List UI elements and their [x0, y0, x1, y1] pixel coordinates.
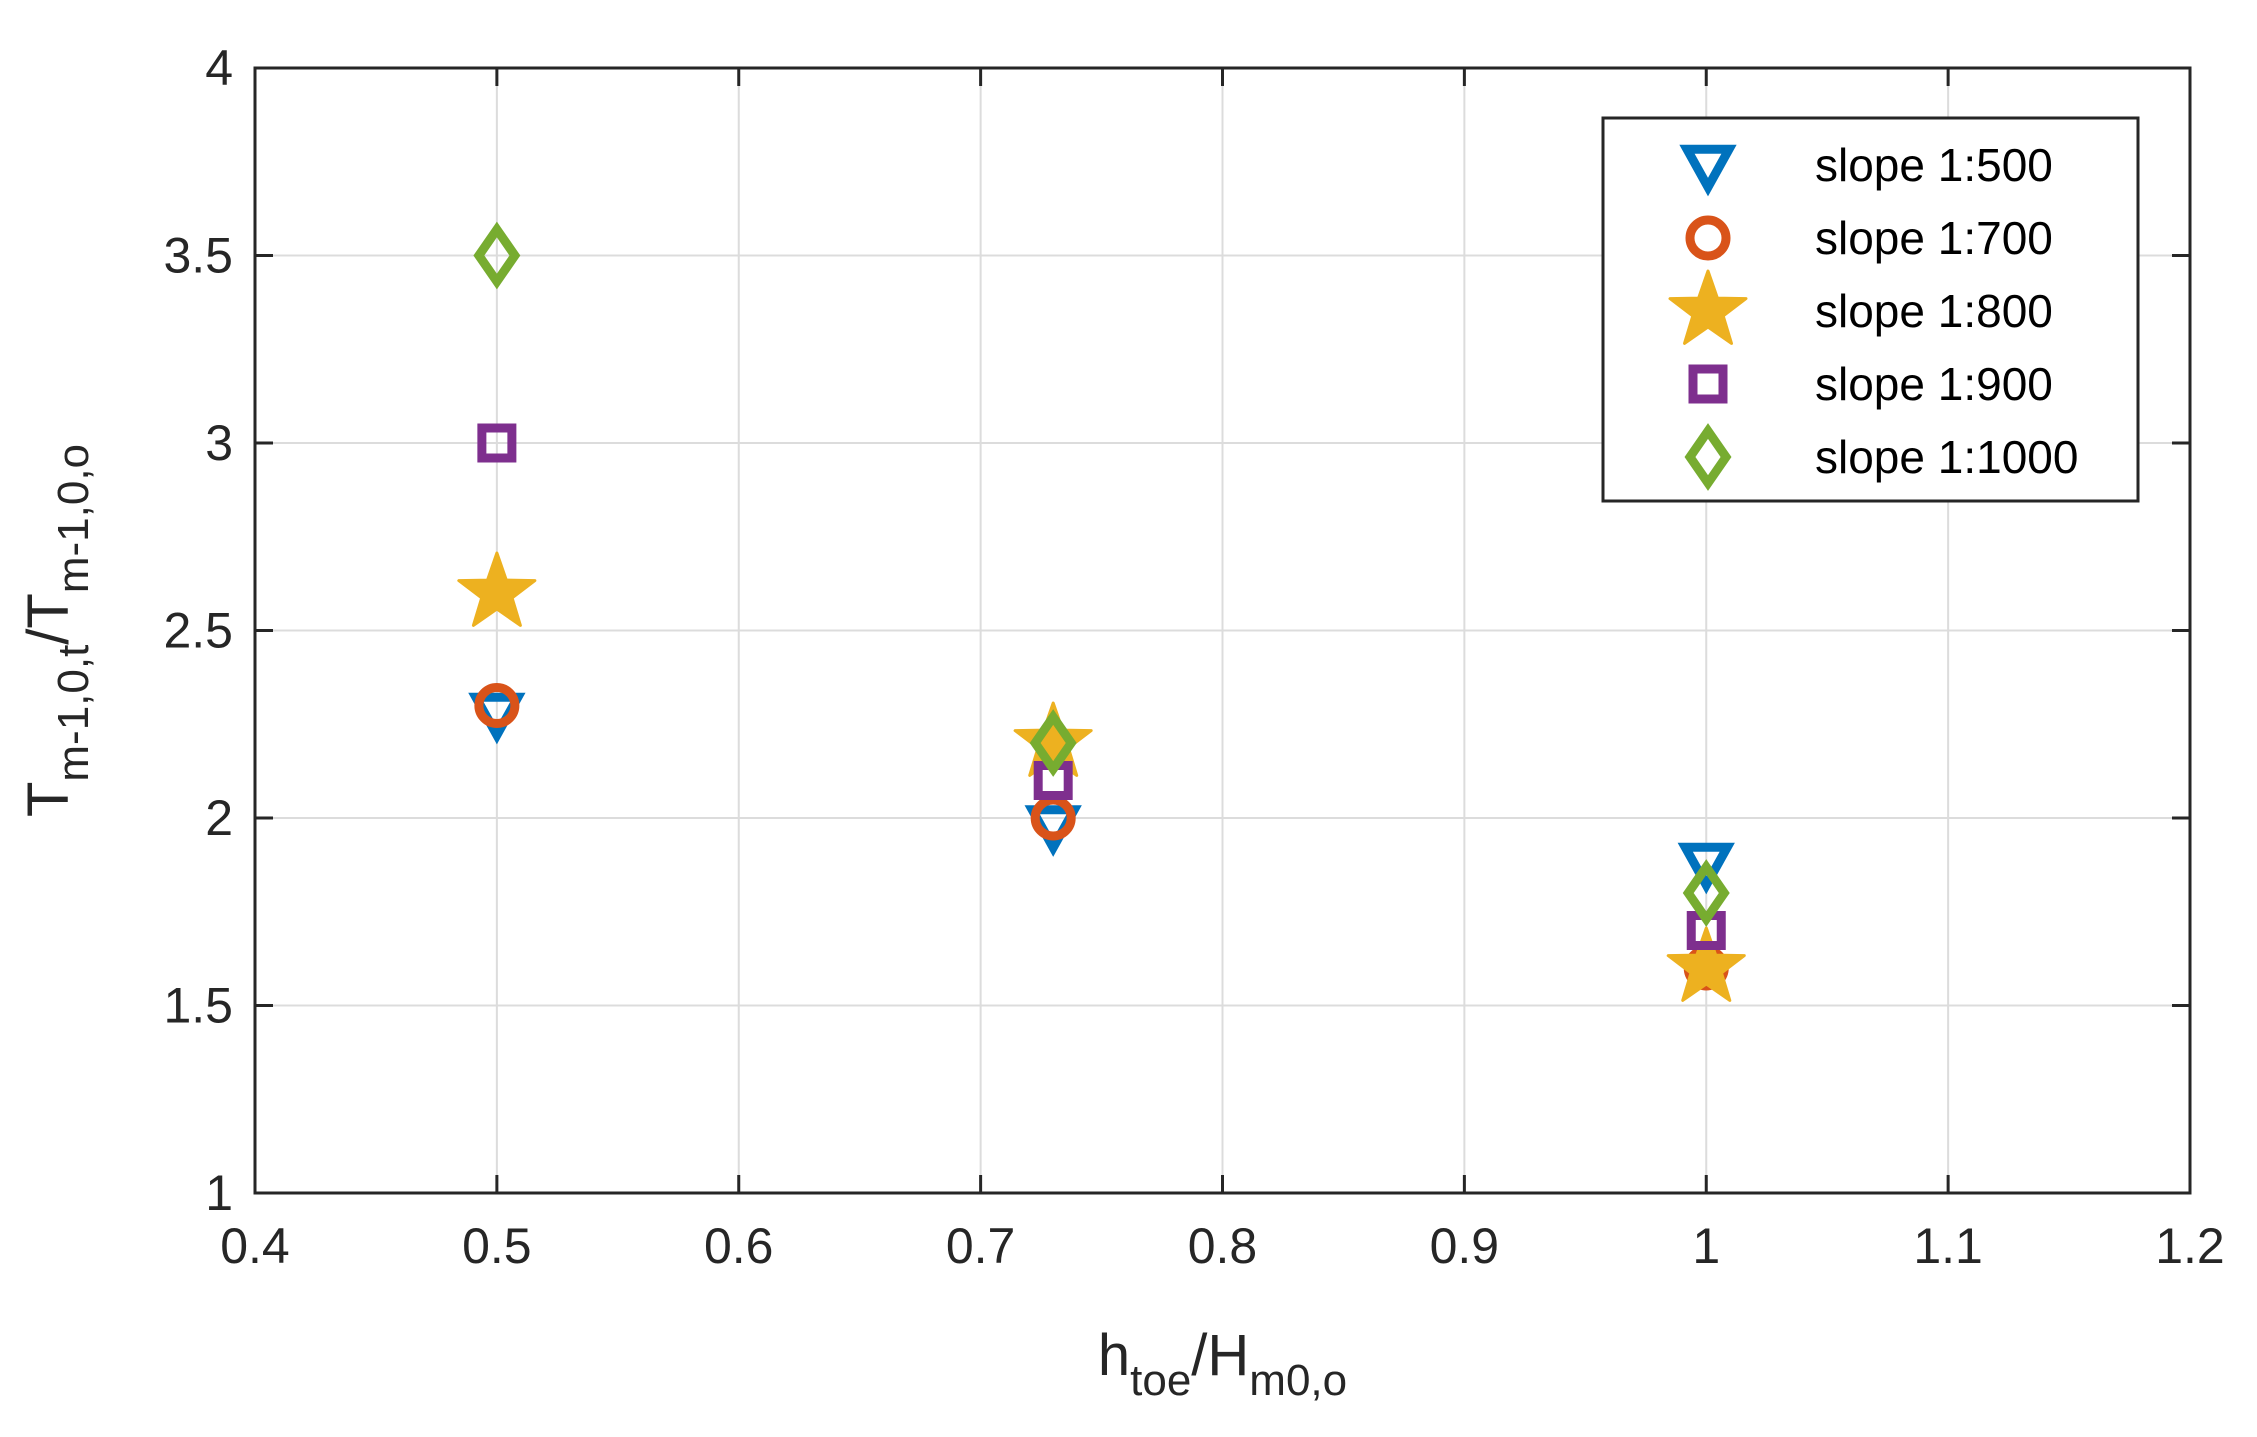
legend-markers: [1668, 144, 1748, 491]
point-slope-1-1000-1: [473, 221, 521, 290]
point-slope-1-700-1: [474, 683, 520, 728]
y-tick-label-2-5: 2.5: [163, 603, 233, 659]
point-slope-1-900-1: [477, 423, 517, 463]
legend: slope 1:500 slope 1:700 slope 1:800 slop…: [1601, 116, 2140, 503]
y-axis-label-main2: /T: [16, 593, 81, 645]
series-slope-1-1000: [473, 221, 1730, 927]
x-tick-label-0-5: 0.5: [462, 1218, 532, 1274]
legend-marker-slope-1-500: [1679, 144, 1737, 197]
legend-marker-slope-1-700: [1685, 215, 1731, 261]
legend-marker-slope-1-800: [1668, 269, 1748, 345]
y-axis-label-main: T: [16, 782, 81, 817]
y-tick-label-1-5: 1.5: [163, 978, 233, 1034]
y-tick-label-1: 1: [205, 1165, 233, 1221]
x-axis-label-main2: /H: [1191, 1323, 1249, 1388]
legend-entry-slope-500: slope 1:500: [1815, 139, 2053, 191]
series-slope-1-800: [457, 551, 1746, 1002]
point-slope-1-800-3: [1666, 926, 1746, 1002]
x-tick-labels: 0.4 0.5 0.6 0.7 0.8 0.9 1 1.1 1.2: [220, 1218, 2225, 1274]
x-tick-label-0-9: 0.9: [1430, 1218, 1500, 1274]
x-tick-label-0-6: 0.6: [704, 1218, 774, 1274]
x-tick-label-1-2: 1.2: [2155, 1218, 2225, 1274]
point-slope-1-800-1: [457, 551, 537, 627]
point-slope-1-800-2: [1013, 701, 1093, 777]
x-axis-label-main: h: [1098, 1323, 1130, 1388]
x-tick-label-1-1: 1.1: [1913, 1218, 1983, 1274]
legend-marker-slope-1-900: [1688, 364, 1728, 404]
y-tick-label-2: 2: [205, 790, 233, 846]
x-axis-label-sub2: m0,o: [1249, 1356, 1347, 1405]
x-axis-label: htoe/Hm0,o: [1098, 1323, 1347, 1405]
x-tick-label-0-8: 0.8: [1188, 1218, 1258, 1274]
y-tick-label-3: 3: [205, 415, 233, 471]
y-axis-label-sub: m-1,0,t: [49, 645, 98, 782]
data-points: [457, 221, 1746, 1002]
legend-entry-slope-800: slope 1:800: [1815, 285, 2053, 337]
x-tick-label-1: 1: [1692, 1218, 1720, 1274]
legend-marker-slope-1-1000: [1684, 423, 1732, 491]
y-axis-label: Tm-1,0,t/Tm-1,0,o: [16, 444, 98, 817]
axis-ticks: [253, 66, 2192, 1195]
y-axis-label-sub2: m-1,0,o: [49, 444, 98, 593]
point-slope-1-1000-2: [1029, 709, 1077, 777]
legend-entry-slope-900: slope 1:900: [1815, 358, 2053, 410]
legend-entry-slope-700: slope 1:700: [1815, 212, 2053, 264]
x-axis-label-sub: toe: [1130, 1356, 1191, 1405]
y-tick-labels: 1 1.5 2 2.5 3 3.5 4: [163, 40, 233, 1221]
y-tick-label-3-5: 3.5: [163, 228, 233, 284]
x-tick-label-0-7: 0.7: [946, 1218, 1016, 1274]
y-tick-label-4: 4: [205, 40, 233, 96]
legend-entry-slope-1000: slope 1:1000: [1815, 431, 2078, 483]
x-tick-label-0-4: 0.4: [220, 1218, 290, 1274]
point-slope-1-500-3: [1677, 842, 1735, 895]
point-slope-1-1000-3: [1682, 859, 1730, 927]
